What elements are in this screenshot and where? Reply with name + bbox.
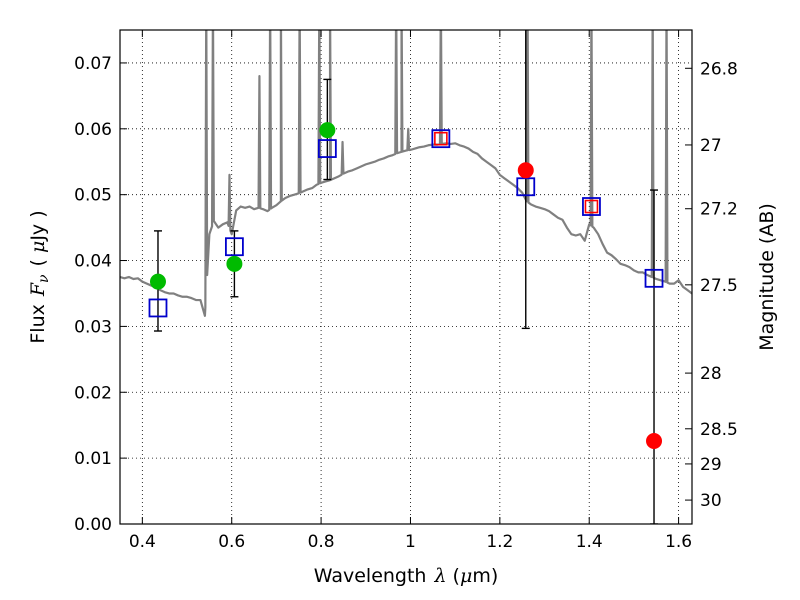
model-photometry-square: [582, 197, 601, 216]
x-axis-unit-open: (: [453, 565, 460, 587]
upper-limit-point: [646, 433, 663, 450]
upper-limit-square: [434, 131, 448, 146]
x-axis-symbol: λ: [433, 565, 446, 587]
y-tick-label: 0.02: [74, 383, 112, 403]
right-tick-label: 30: [700, 491, 722, 511]
model-photometry-square: [431, 129, 451, 149]
right-tick-label: 27.2: [700, 200, 738, 220]
right-tick-label: 27: [700, 136, 722, 156]
x-tick-label: 0.6: [218, 532, 245, 552]
detection-point: [226, 255, 243, 272]
y-tick-label: 0.07: [74, 54, 112, 74]
x-axis-unit-mu: μ: [460, 565, 472, 587]
model-photometry-square: [224, 237, 244, 257]
y-axis-subscript: ν: [36, 274, 52, 283]
model-photometry-square: [148, 298, 168, 318]
right-axis-label: Magnitude (AB): [756, 203, 778, 351]
upper-limit-square: [584, 199, 599, 214]
right-tick-label: 28: [700, 364, 722, 384]
x-tick-label: 1.4: [576, 532, 603, 552]
x-tick-label: 1.6: [665, 532, 692, 552]
x-axis-label: Wavelength λ (μm): [314, 565, 498, 587]
ticks: 0.4 0.6 0.8 1 1.2 1.4 1.6 0.00 0.01 0.02 0.03 0.04 0…: [74, 30, 738, 552]
y-axis-label: Flux Fν ( μJy ): [27, 210, 52, 343]
detection-point: [319, 122, 336, 139]
y-axis-unit-open: (: [27, 259, 49, 266]
model-photometry-square: [644, 268, 664, 288]
y-axis-symbol: F: [27, 282, 49, 297]
y-tick-label: 0.04: [74, 252, 112, 272]
detection-point: [149, 273, 166, 290]
x-tick-label: 1: [405, 532, 416, 552]
model-spectrum-line: [120, 30, 692, 317]
y-tick-label: 0.05: [74, 186, 112, 206]
x-tick-label: 0.8: [308, 532, 335, 552]
upper-limit-point: [517, 162, 534, 179]
y-axis-title: Flux: [27, 304, 49, 344]
model-photometry-square: [317, 139, 337, 158]
x-tick-label: 0.4: [129, 532, 156, 552]
grid: [120, 30, 692, 524]
x-tick-label: 1.2: [486, 532, 513, 552]
right-tick-label: 26.8: [700, 59, 738, 79]
y-tick-label: 0.00: [74, 515, 112, 535]
y-tick-label: 0.01: [74, 449, 112, 469]
x-axis-title: Wavelength: [314, 565, 427, 587]
y-axis-unit-rest: Jy ): [27, 210, 49, 241]
right-tick-label: 28.5: [700, 420, 738, 440]
x-axis-unit-rest: m): [472, 565, 498, 587]
right-tick-label: 29: [700, 455, 722, 475]
data-layer: [120, 30, 692, 524]
y-tick-label: 0.06: [74, 120, 112, 140]
y-axis-unit-mu: μ: [27, 241, 49, 253]
y-tick-label: 0.03: [74, 317, 112, 337]
right-tick-label: 27.5: [700, 276, 738, 296]
plot-frame: [119, 29, 693, 525]
